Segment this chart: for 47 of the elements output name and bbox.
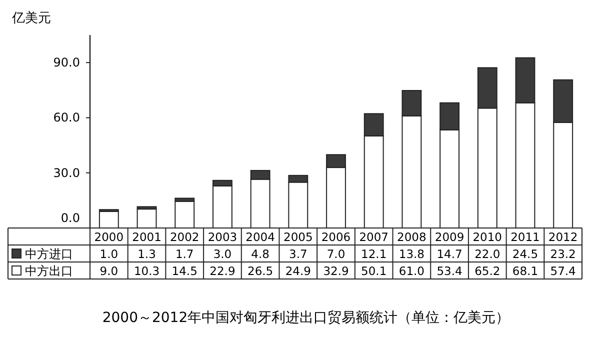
data-label: 3.7 [289, 247, 308, 261]
x-tick-label: 2011 [510, 230, 540, 244]
data-label: 22.9 [210, 264, 236, 278]
data-label: 50.1 [361, 264, 387, 278]
y-axis-title: 亿美元 [11, 10, 51, 26]
data-label: 68.1 [512, 264, 538, 278]
x-tick-label: 2009 [434, 230, 464, 244]
x-tick-label: 2000 [94, 230, 124, 244]
data-label: 24.5 [512, 247, 538, 261]
data-label: 12.1 [361, 247, 387, 261]
data-label: 1.3 [138, 247, 156, 261]
data-label: 57.4 [550, 264, 576, 278]
data-label: 23.2 [550, 247, 576, 261]
data-label: 1.0 [100, 247, 118, 261]
data-label: 53.4 [436, 264, 462, 278]
legend-label: 中方出口 [25, 264, 73, 278]
y-tick-label: 0.0 [60, 211, 80, 225]
x-tick-label: 2012 [548, 230, 578, 244]
x-tick-label: 2003 [208, 230, 238, 244]
data-label: 32.9 [323, 264, 349, 278]
data-label: 22.0 [474, 247, 500, 261]
x-tick-label: 2007 [359, 230, 388, 244]
x-tick-label: 2008 [397, 230, 426, 244]
x-tick-label: 2005 [284, 230, 313, 244]
y-tick-label: 60.0 [53, 110, 80, 125]
data-label: 14.5 [172, 264, 198, 278]
data-label: 3.0 [213, 247, 232, 261]
data-label: 1.7 [175, 247, 194, 261]
x-tick-label: 2004 [246, 230, 275, 244]
legend-label: 中方进口 [25, 247, 73, 261]
text: 2000～2012年中国对匈牙利进出口贸易额统计（单位：亿美元） [102, 310, 510, 326]
data-label: 7.0 [326, 247, 346, 261]
data-label: 26.5 [248, 264, 274, 278]
y-tick-label: 30.0 [53, 166, 80, 180]
x-tick-label: 2006 [321, 230, 351, 244]
data-label: 13.8 [398, 247, 424, 261]
data-label: 4.8 [251, 247, 270, 261]
data-label: 65.2 [474, 264, 500, 278]
x-tick-label: 2001 [132, 230, 162, 244]
data-label: 61.0 [398, 264, 424, 278]
data-label: 9.0 [100, 264, 118, 278]
x-tick-label: 2010 [472, 230, 502, 244]
data-label: 24.9 [285, 264, 311, 278]
x-tick-label: 2002 [170, 230, 200, 244]
y-tick-label: 90.0 [53, 56, 80, 70]
data-label: 10.3 [134, 264, 160, 278]
data-label: 14.7 [436, 247, 462, 261]
